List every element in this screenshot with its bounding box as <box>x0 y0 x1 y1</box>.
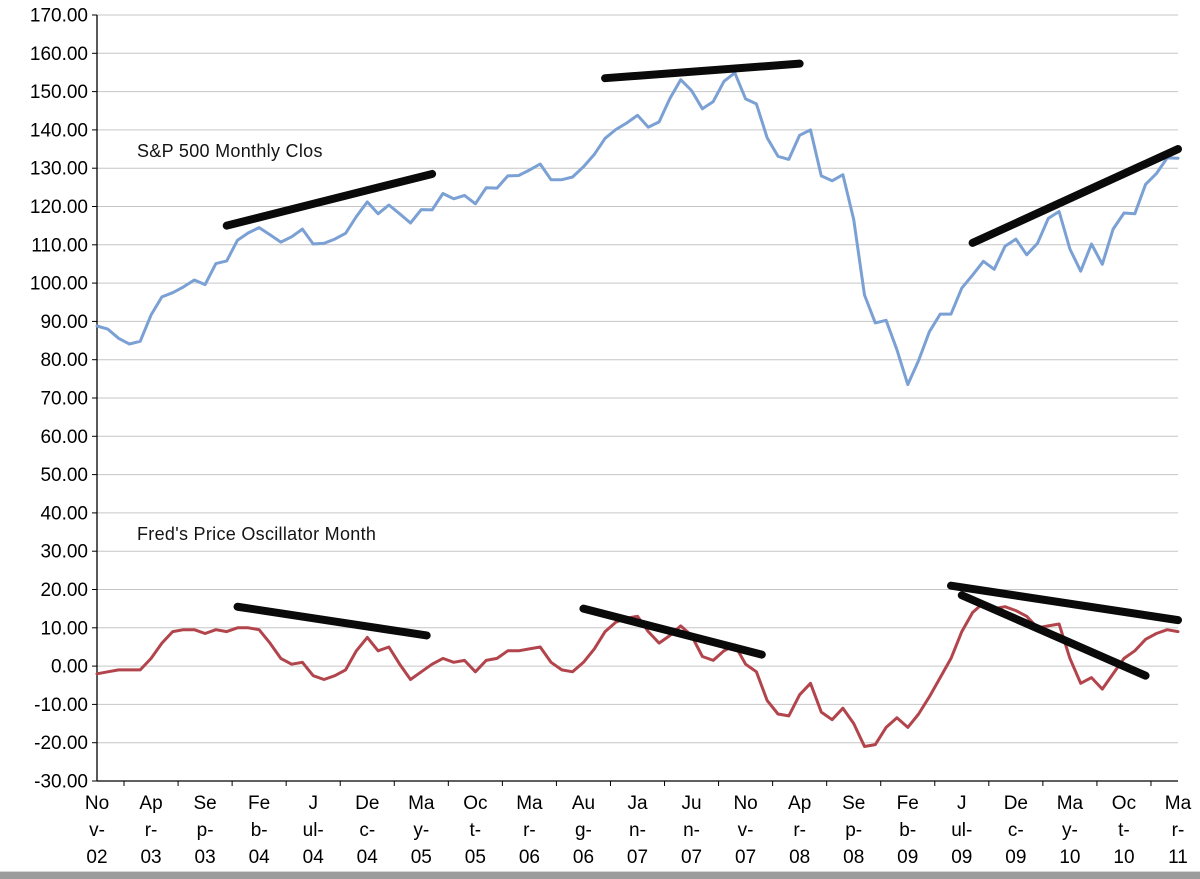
y-axis-label: 110.00 <box>31 235 88 256</box>
x-axis-label: Ap r-03 <box>139 793 162 868</box>
x-axis-label: Fe b-04 <box>248 793 270 868</box>
y-axis-label: 150.00 <box>30 82 88 103</box>
oscillator-downtrend-2010-upper <box>946 581 1182 625</box>
price-uptrend-2007 <box>601 59 804 83</box>
y-axis-label: 120.00 <box>30 197 88 218</box>
y-axis-label: 70.00 <box>40 389 88 410</box>
sp500-line <box>95 71 1180 387</box>
y-axis-label: -20.00 <box>34 733 88 754</box>
y-axis-label: 170.00 <box>30 6 88 27</box>
x-axis-label: Oc t-05 <box>463 793 487 868</box>
x-axis-label: Ju n-07 <box>681 793 702 868</box>
x-axis-label: Ma y-10 <box>1057 793 1084 868</box>
y-axis-label: 50.00 <box>40 465 88 486</box>
y-axis-label: 130.00 <box>30 159 88 180</box>
y-axis-label: 20.00 <box>40 580 88 601</box>
y-axis-label: 40.00 <box>40 503 88 524</box>
bottom-crop-strip <box>0 871 1200 879</box>
x-axis-label: Fe b-09 <box>897 793 919 868</box>
price-uptrend-2010 <box>968 145 1182 247</box>
y-axis-label: 90.00 <box>40 312 88 333</box>
x-axis-label: Ma y-05 <box>408 793 435 868</box>
x-axis-label: De c-04 <box>355 793 379 868</box>
x-axis-label: De c-09 <box>1004 793 1028 868</box>
x-axis-label: No v-02 <box>85 793 109 868</box>
x-axis-label: Ja n-07 <box>627 793 648 868</box>
x-axis-label: Ma r-11 <box>1165 793 1192 868</box>
x-axis-label: Oc t-10 <box>1112 793 1136 868</box>
y-axis-label: 140.00 <box>30 120 88 141</box>
x-axis-label: Se p-03 <box>193 793 216 868</box>
y-axis-label: 100.00 <box>30 274 88 295</box>
sp500-series-label: S&P 500 Monthly Clos <box>137 141 323 161</box>
y-axis-label: 10.00 <box>40 618 88 639</box>
y-axis-label: 160.00 <box>30 44 88 65</box>
x-axis-label: Au g-06 <box>572 793 595 868</box>
price-uptrend-2004 <box>222 169 437 230</box>
oscillator-series-label: Fred's Price Oscillator Month <box>137 524 377 544</box>
x-axis-label: Ma r-06 <box>516 793 543 868</box>
x-axis-label: No v-07 <box>733 793 757 868</box>
y-axis-label: 80.00 <box>40 350 88 371</box>
y-axis-label: 0.00 <box>51 657 88 678</box>
y-axis-label: -30.00 <box>34 772 88 793</box>
oscillator-downtrend-2007 <box>579 604 766 659</box>
x-axis-label: Se p-08 <box>842 793 865 868</box>
y-axis-label: 30.00 <box>40 542 88 563</box>
y-axis-label: -10.00 <box>34 695 88 716</box>
oscillator-downtrend-2010-lower <box>957 591 1150 680</box>
x-axis-label: Ap r-08 <box>788 793 811 868</box>
oscillator-downtrend-2004 <box>233 602 431 640</box>
y-axis-label: 60.00 <box>40 427 88 448</box>
